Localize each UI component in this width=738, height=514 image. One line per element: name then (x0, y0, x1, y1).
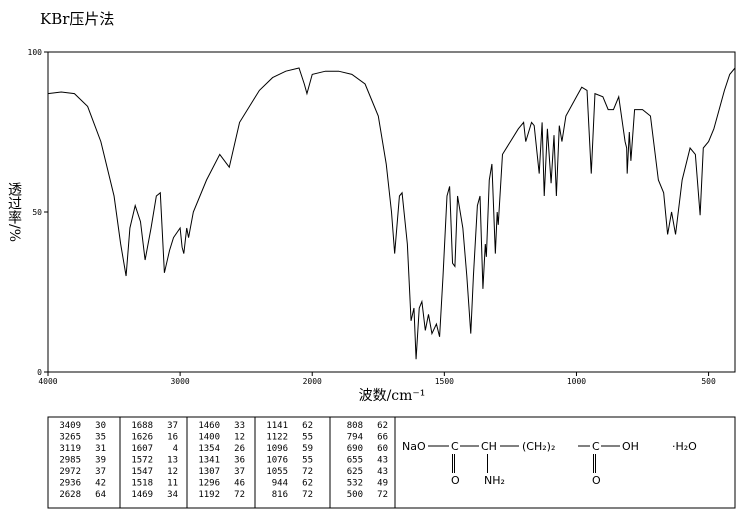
peak-transmittance: 34 (167, 490, 178, 500)
peak-wavenumber: 2936 (59, 479, 81, 489)
peak-transmittance: 11 (167, 479, 178, 489)
spectrum-line (47, 67, 736, 360)
x-tick-label: 500 (701, 377, 716, 386)
peak-wavenumber: 1076 (266, 456, 288, 466)
chart-title: KBr压片法 (40, 10, 114, 28)
peak-wavenumber: 1296 (198, 479, 220, 489)
structure-text: OH (622, 440, 639, 453)
structure-text: CH (481, 440, 497, 453)
y-axis-label: 透过率/% (6, 182, 22, 242)
peak-wavenumber: 532 (347, 479, 363, 489)
y-tick-label: 0 (37, 368, 42, 377)
peak-wavenumber: 1192 (198, 490, 220, 500)
structure-text: ·H₂O (672, 440, 697, 453)
peak-wavenumber: 1626 (131, 433, 153, 443)
x-tick-label: 1500 (435, 377, 454, 386)
peak-transmittance: 72 (302, 467, 313, 477)
peak-wavenumber: 1055 (266, 467, 288, 477)
table-frame (47, 416, 736, 509)
peak-wavenumber: 1341 (198, 456, 220, 466)
structure-text: O (451, 474, 460, 487)
peak-wavenumber: 1547 (131, 467, 153, 477)
peak-transmittance: 37 (95, 467, 106, 477)
peak-wavenumber: 3409 (59, 421, 81, 431)
x-tick-label: 4000 (38, 377, 57, 386)
peak-transmittance: 39 (95, 456, 106, 466)
peak-transmittance: 72 (234, 490, 245, 500)
peak-wavenumber: 1307 (198, 467, 220, 477)
peak-transmittance: 62 (302, 421, 313, 431)
peak-transmittance: 37 (234, 467, 245, 477)
peak-wavenumber: 1096 (266, 444, 288, 454)
y-tick-label: 100 (28, 48, 43, 57)
peak-transmittance: 42 (95, 479, 106, 489)
x-axis-label: 波数/cm⁻¹ (359, 388, 426, 404)
structure-text: NH₂ (484, 474, 505, 487)
peak-transmittance: 72 (377, 490, 388, 500)
x-tick-label: 3000 (170, 377, 189, 386)
peak-transmittance: 33 (234, 421, 245, 431)
peak-wavenumber: 1122 (266, 433, 288, 443)
structure-text: C (451, 440, 459, 453)
peak-wavenumber: 1469 (131, 490, 153, 500)
peak-transmittance: 49 (377, 479, 388, 489)
peak-wavenumber: 2972 (59, 467, 81, 477)
structure-text: C (592, 440, 600, 453)
peak-wavenumber: 690 (347, 444, 363, 454)
peak-transmittance: 66 (377, 433, 388, 443)
peak-transmittance: 26 (234, 444, 245, 454)
peak-transmittance: 16 (167, 433, 178, 443)
x-tick-label: 1000 (567, 377, 586, 386)
peak-wavenumber: 816 (272, 490, 288, 500)
peak-wavenumber: 625 (347, 467, 363, 477)
structure-text: O (592, 474, 601, 487)
peak-transmittance: 55 (302, 456, 313, 466)
peak-transmittance: 62 (377, 421, 388, 431)
peak-transmittance: 43 (377, 467, 388, 477)
peak-transmittance: 30 (95, 421, 106, 431)
peak-wavenumber: 1572 (131, 456, 153, 466)
peak-transmittance: 12 (167, 467, 178, 477)
peak-wavenumber: 944 (272, 479, 288, 489)
peak-wavenumber: 1607 (131, 444, 153, 454)
peak-transmittance: 13 (167, 456, 178, 466)
structure-text: (CH₂)₂ (522, 440, 555, 453)
structure-text: NaO (402, 440, 426, 453)
peak-transmittance: 60 (377, 444, 388, 454)
peak-wavenumber: 655 (347, 456, 363, 466)
peak-transmittance: 37 (167, 421, 178, 431)
peak-wavenumber: 1400 (198, 433, 220, 443)
peak-transmittance: 36 (234, 456, 245, 466)
peak-transmittance: 59 (302, 444, 313, 454)
peak-wavenumber: 2985 (59, 456, 81, 466)
peak-wavenumber: 794 (347, 433, 363, 443)
peak-wavenumber: 1354 (198, 444, 220, 454)
peak-transmittance: 64 (95, 490, 106, 500)
peak-transmittance: 4 (173, 444, 178, 454)
y-tick-label: 50 (32, 208, 42, 217)
peak-transmittance: 31 (95, 444, 106, 454)
peak-transmittance: 35 (95, 433, 106, 443)
peak-wavenumber: 2628 (59, 490, 81, 500)
x-tick-label: 2000 (303, 377, 322, 386)
peak-transmittance: 46 (234, 479, 245, 489)
peak-wavenumber: 3119 (59, 444, 81, 454)
peak-wavenumber: 808 (347, 421, 363, 431)
peak-wavenumber: 500 (347, 490, 363, 500)
peak-wavenumber: 1518 (131, 479, 153, 489)
peak-transmittance: 12 (234, 433, 245, 443)
peak-wavenumber: 3265 (59, 433, 81, 443)
peak-wavenumber: 1141 (266, 421, 288, 431)
peak-transmittance: 43 (377, 456, 388, 466)
peak-transmittance: 72 (302, 490, 313, 500)
peak-wavenumber: 1688 (131, 421, 153, 431)
peak-transmittance: 55 (302, 433, 313, 443)
peak-transmittance: 62 (302, 479, 313, 489)
peak-wavenumber: 1460 (198, 421, 220, 431)
